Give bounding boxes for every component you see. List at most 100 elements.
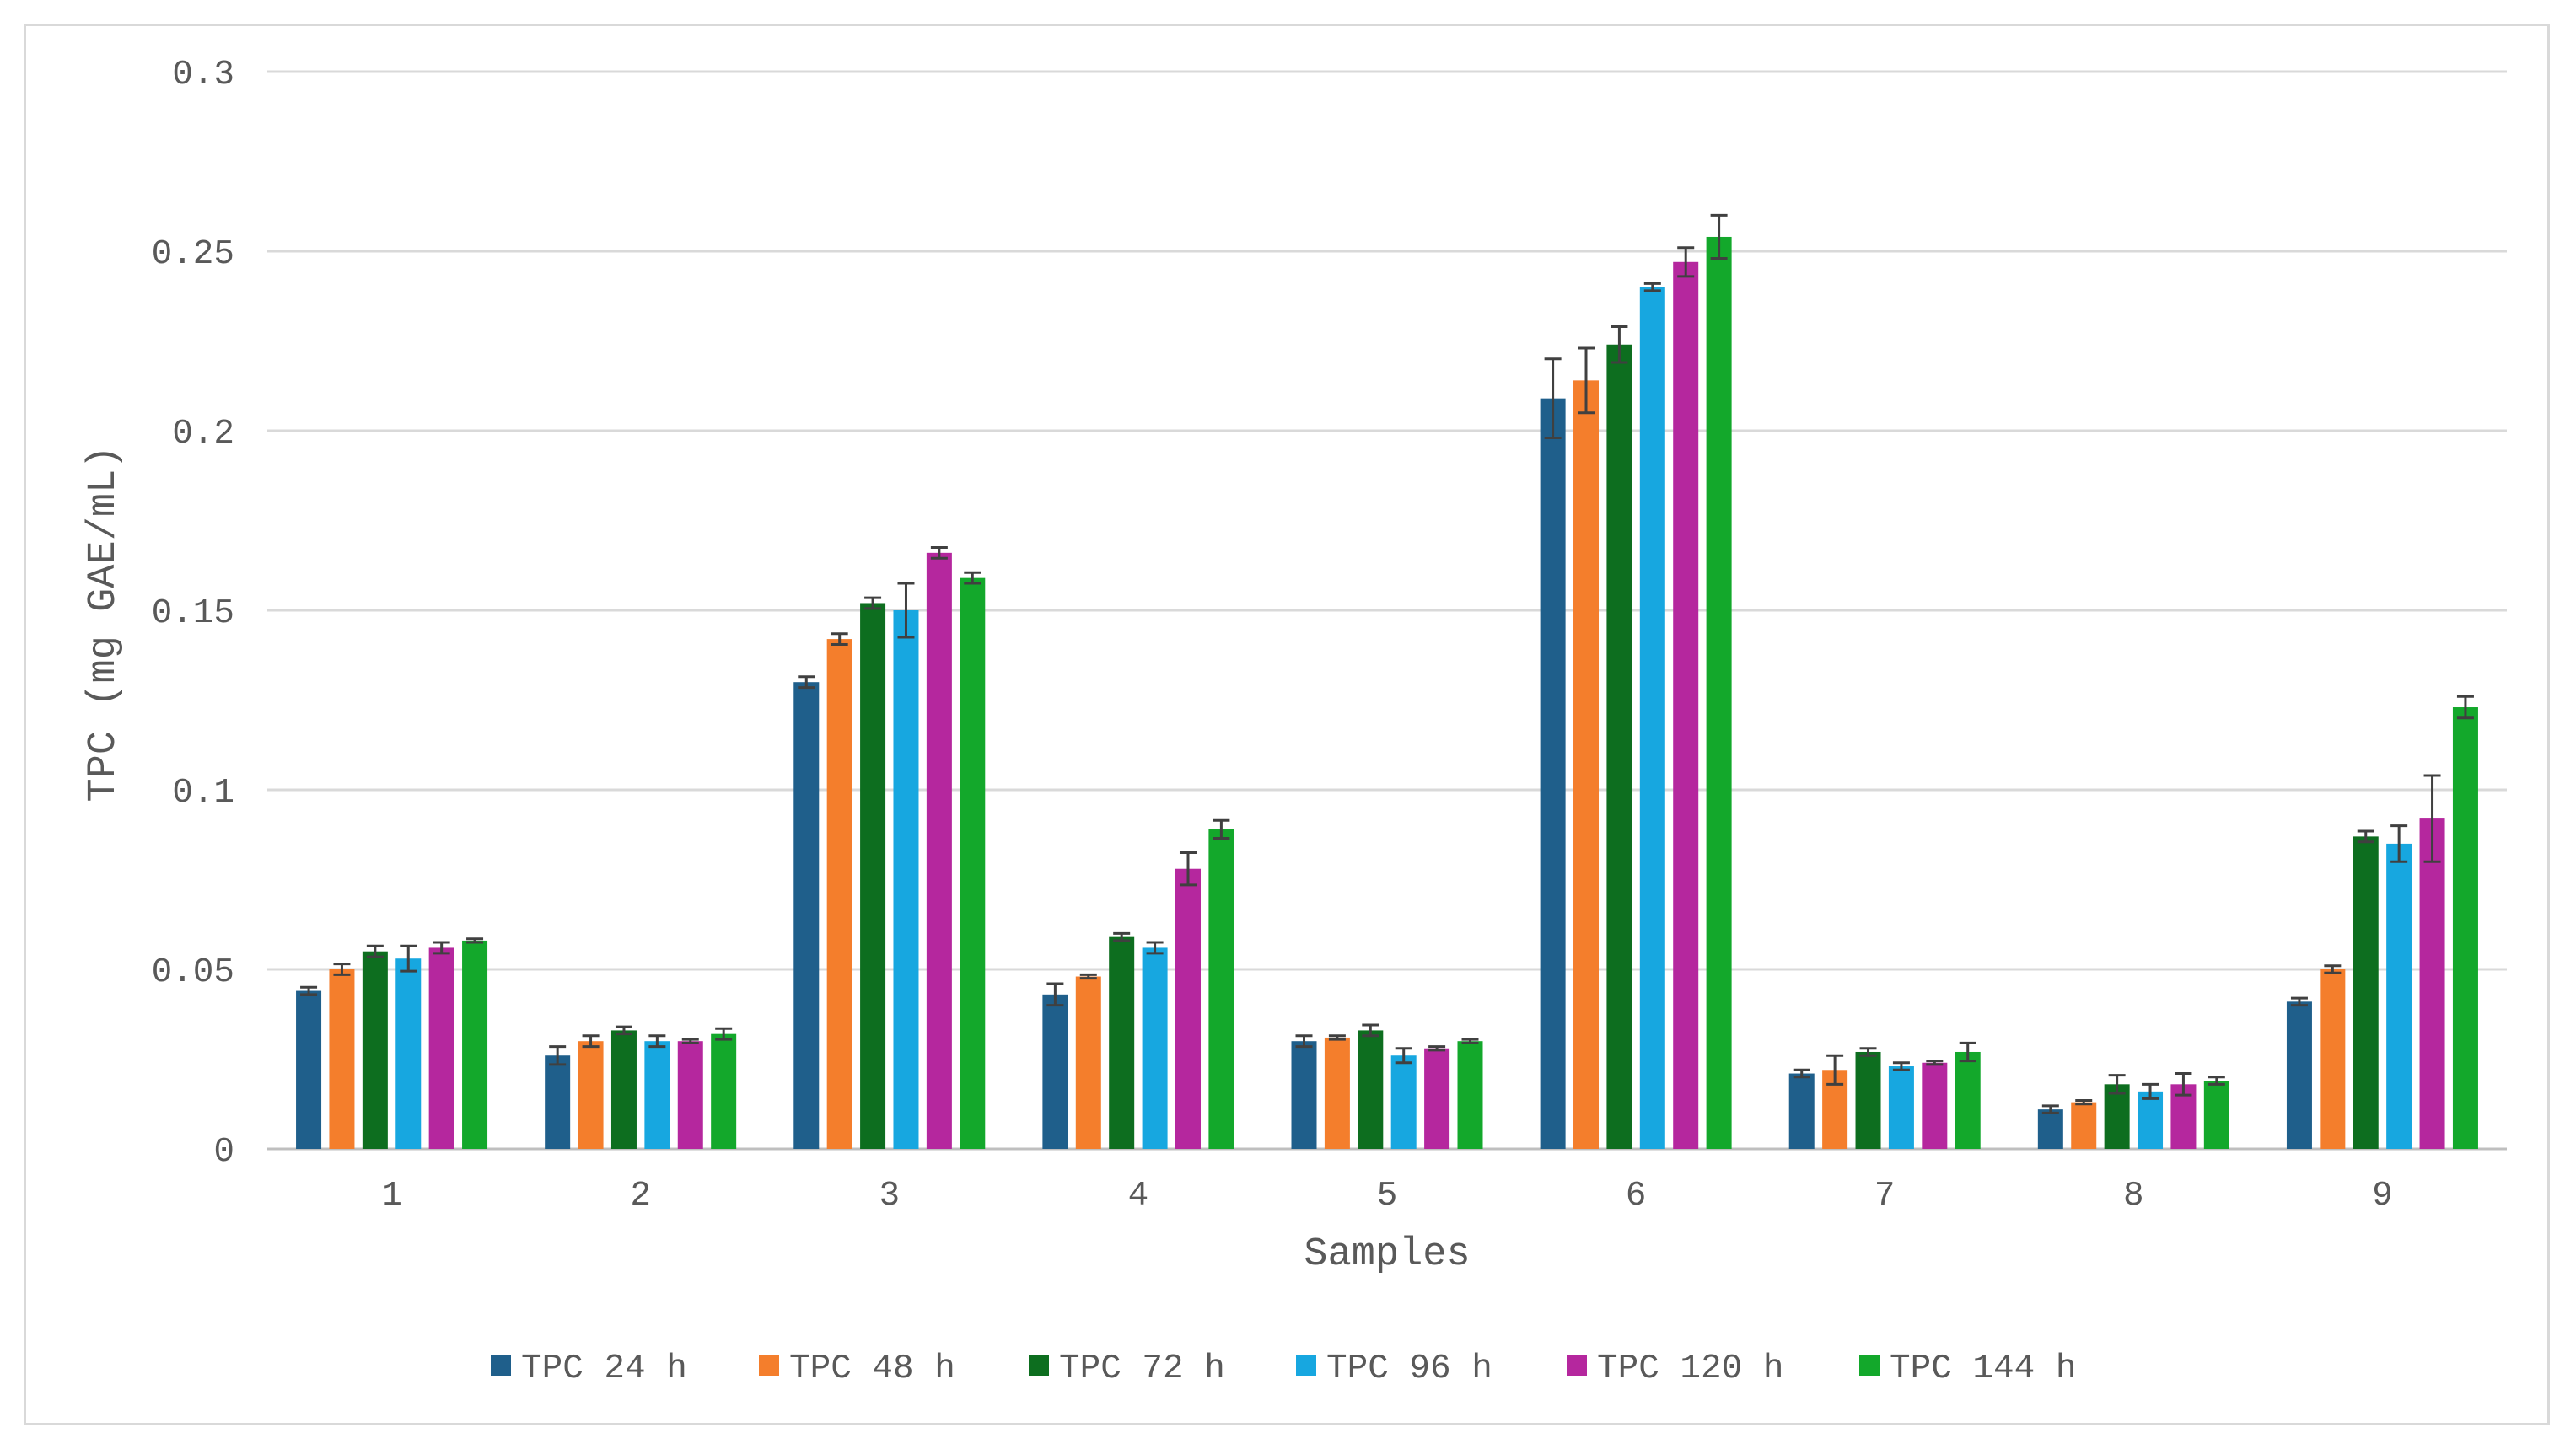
bar-tpc-96-h-sample-6 — [1639, 287, 1665, 1150]
bar-tpc-96-h-sample-9 — [2386, 843, 2412, 1149]
bar-tpc-96-h-sample-5 — [1390, 1055, 1417, 1149]
x-tick-label: 5 — [1377, 1177, 1398, 1216]
error-bar — [2175, 1072, 2192, 1097]
bar-tpc-144-h-sample-4 — [1208, 829, 1234, 1149]
x-tick-label: 1 — [381, 1177, 402, 1216]
error-bar — [930, 545, 948, 560]
legend-item: TPC 144 h — [1859, 1350, 2076, 1388]
bar-tpc-120-h-sample-9 — [2419, 818, 2445, 1149]
bar-tpc-72-h-sample-8 — [2104, 1084, 2130, 1149]
error-bar — [831, 632, 848, 646]
y-tick-label: 0.05 — [152, 953, 234, 992]
error-bar — [1677, 246, 1695, 278]
bar-tpc-120-h-sample-3 — [926, 552, 952, 1149]
chart-frame — [24, 24, 2550, 1425]
bar-tpc-96-h-sample-4 — [1142, 947, 1168, 1149]
bar-tpc-96-h-sample-8 — [2138, 1091, 2164, 1149]
bar-tpc-48-h-sample-8 — [2071, 1102, 2097, 1149]
error-bar — [615, 1025, 632, 1036]
error-bars — [300, 213, 2474, 1114]
error-bar — [1113, 931, 1131, 942]
x-axis-title: Samples — [1304, 1232, 1470, 1277]
bar-tpc-48-h-sample-5 — [1324, 1037, 1350, 1149]
error-bar — [1079, 973, 1097, 980]
bar-tpc-24-h-sample-2 — [545, 1055, 571, 1149]
bar-tpc-96-h-sample-7 — [1888, 1066, 1914, 1149]
bar-tpc-120-h-sample-5 — [1424, 1048, 1450, 1149]
bar-tpc-72-h-sample-5 — [1358, 1030, 1384, 1149]
error-bar — [2290, 996, 2308, 1007]
legend-swatch — [491, 1355, 511, 1376]
error-bar — [333, 963, 351, 976]
bar-tpc-48-h-sample-2 — [578, 1041, 604, 1149]
bar-tpc-144-h-sample-1 — [462, 940, 488, 1149]
error-bar — [2075, 1098, 2093, 1106]
bar-tpc-144-h-sample-9 — [2452, 707, 2478, 1149]
bar-tpc-24-h-sample-5 — [1291, 1041, 1317, 1149]
bar-tpc-144-h-sample-3 — [960, 577, 986, 1149]
error-bar — [2041, 1104, 2059, 1114]
y-tick-label: 0.2 — [172, 415, 234, 453]
legend-swatch — [1029, 1355, 1049, 1376]
bar-tpc-24-h-sample-3 — [793, 682, 820, 1149]
bar-tpc-48-h-sample-6 — [1573, 380, 1600, 1149]
bars — [296, 236, 2478, 1150]
y-tick-label: 0.15 — [152, 594, 234, 633]
error-bar — [1362, 1023, 1379, 1038]
error-bar — [2142, 1082, 2159, 1100]
x-tick-label: 3 — [879, 1177, 900, 1216]
error-bar — [400, 944, 417, 973]
bar-tpc-144-h-sample-7 — [1955, 1051, 1981, 1149]
error-bar — [2324, 964, 2342, 974]
error-bar — [366, 944, 384, 958]
error-bar — [2108, 1074, 2126, 1095]
error-bar — [2423, 774, 2441, 863]
error-bar — [1213, 818, 1230, 840]
x-axis-ticks: 1 2 3 4 5 6 7 8 9 — [381, 1177, 2392, 1216]
error-bar — [1643, 282, 1661, 292]
bar-tpc-24-h-sample-9 — [2286, 1001, 2312, 1149]
x-tick-label: 4 — [1128, 1177, 1149, 1216]
error-bar — [1859, 1047, 1877, 1057]
legend-label: TPC 96 h — [1326, 1350, 1492, 1388]
error-bar — [582, 1034, 600, 1049]
bar-tpc-72-h-sample-9 — [2353, 836, 2379, 1149]
legend-label: TPC 144 h — [1890, 1350, 2076, 1388]
error-bar — [1926, 1060, 1944, 1066]
error-bar — [648, 1034, 666, 1049]
error-bar — [2357, 829, 2374, 844]
x-tick-label: 6 — [1626, 1177, 1647, 1216]
error-bar — [1959, 1041, 1976, 1063]
bar-tpc-48-h-sample-3 — [826, 639, 852, 1149]
y-tick-label: 0.1 — [172, 774, 234, 813]
x-tick-label: 7 — [1874, 1177, 1896, 1216]
bar-tpc-48-h-sample-1 — [329, 969, 355, 1149]
bar-tpc-144-h-sample-2 — [711, 1033, 737, 1149]
error-bar — [1892, 1061, 1910, 1071]
error-bar — [1826, 1054, 1844, 1086]
error-bar — [1046, 982, 1064, 1007]
legend-item: TPC 96 h — [1296, 1350, 1492, 1388]
bar-tpc-72-h-sample-6 — [1606, 344, 1632, 1149]
bar-tpc-72-h-sample-2 — [610, 1030, 637, 1149]
error-bar — [1179, 851, 1197, 887]
error-bar — [466, 937, 484, 944]
bar-tpc-120-h-sample-2 — [677, 1041, 703, 1149]
legend-item: TPC 24 h — [491, 1350, 687, 1388]
legend-label: TPC 72 h — [1059, 1350, 1225, 1388]
error-bar — [2390, 824, 2408, 863]
error-bar — [2208, 1076, 2225, 1086]
error-bar — [300, 985, 318, 996]
x-tick-label: 9 — [2372, 1177, 2393, 1216]
bar-tpc-120-h-sample-1 — [428, 947, 454, 1149]
bar-tpc-120-h-sample-4 — [1175, 868, 1201, 1149]
bar-tpc-24-h-sample-8 — [2037, 1109, 2063, 1149]
error-bar — [1328, 1034, 1346, 1041]
bar-tpc-96-h-sample-3 — [893, 610, 919, 1149]
gridlines — [267, 70, 2507, 971]
bar-tpc-72-h-sample-7 — [1855, 1051, 1881, 1149]
error-bar — [715, 1027, 733, 1041]
legend: TPC 24 h TPC 48 h TPC 72 h TPC 96 h TPC 120 … — [491, 1350, 2076, 1388]
error-bar — [1461, 1038, 1479, 1044]
error-bar — [681, 1038, 699, 1044]
